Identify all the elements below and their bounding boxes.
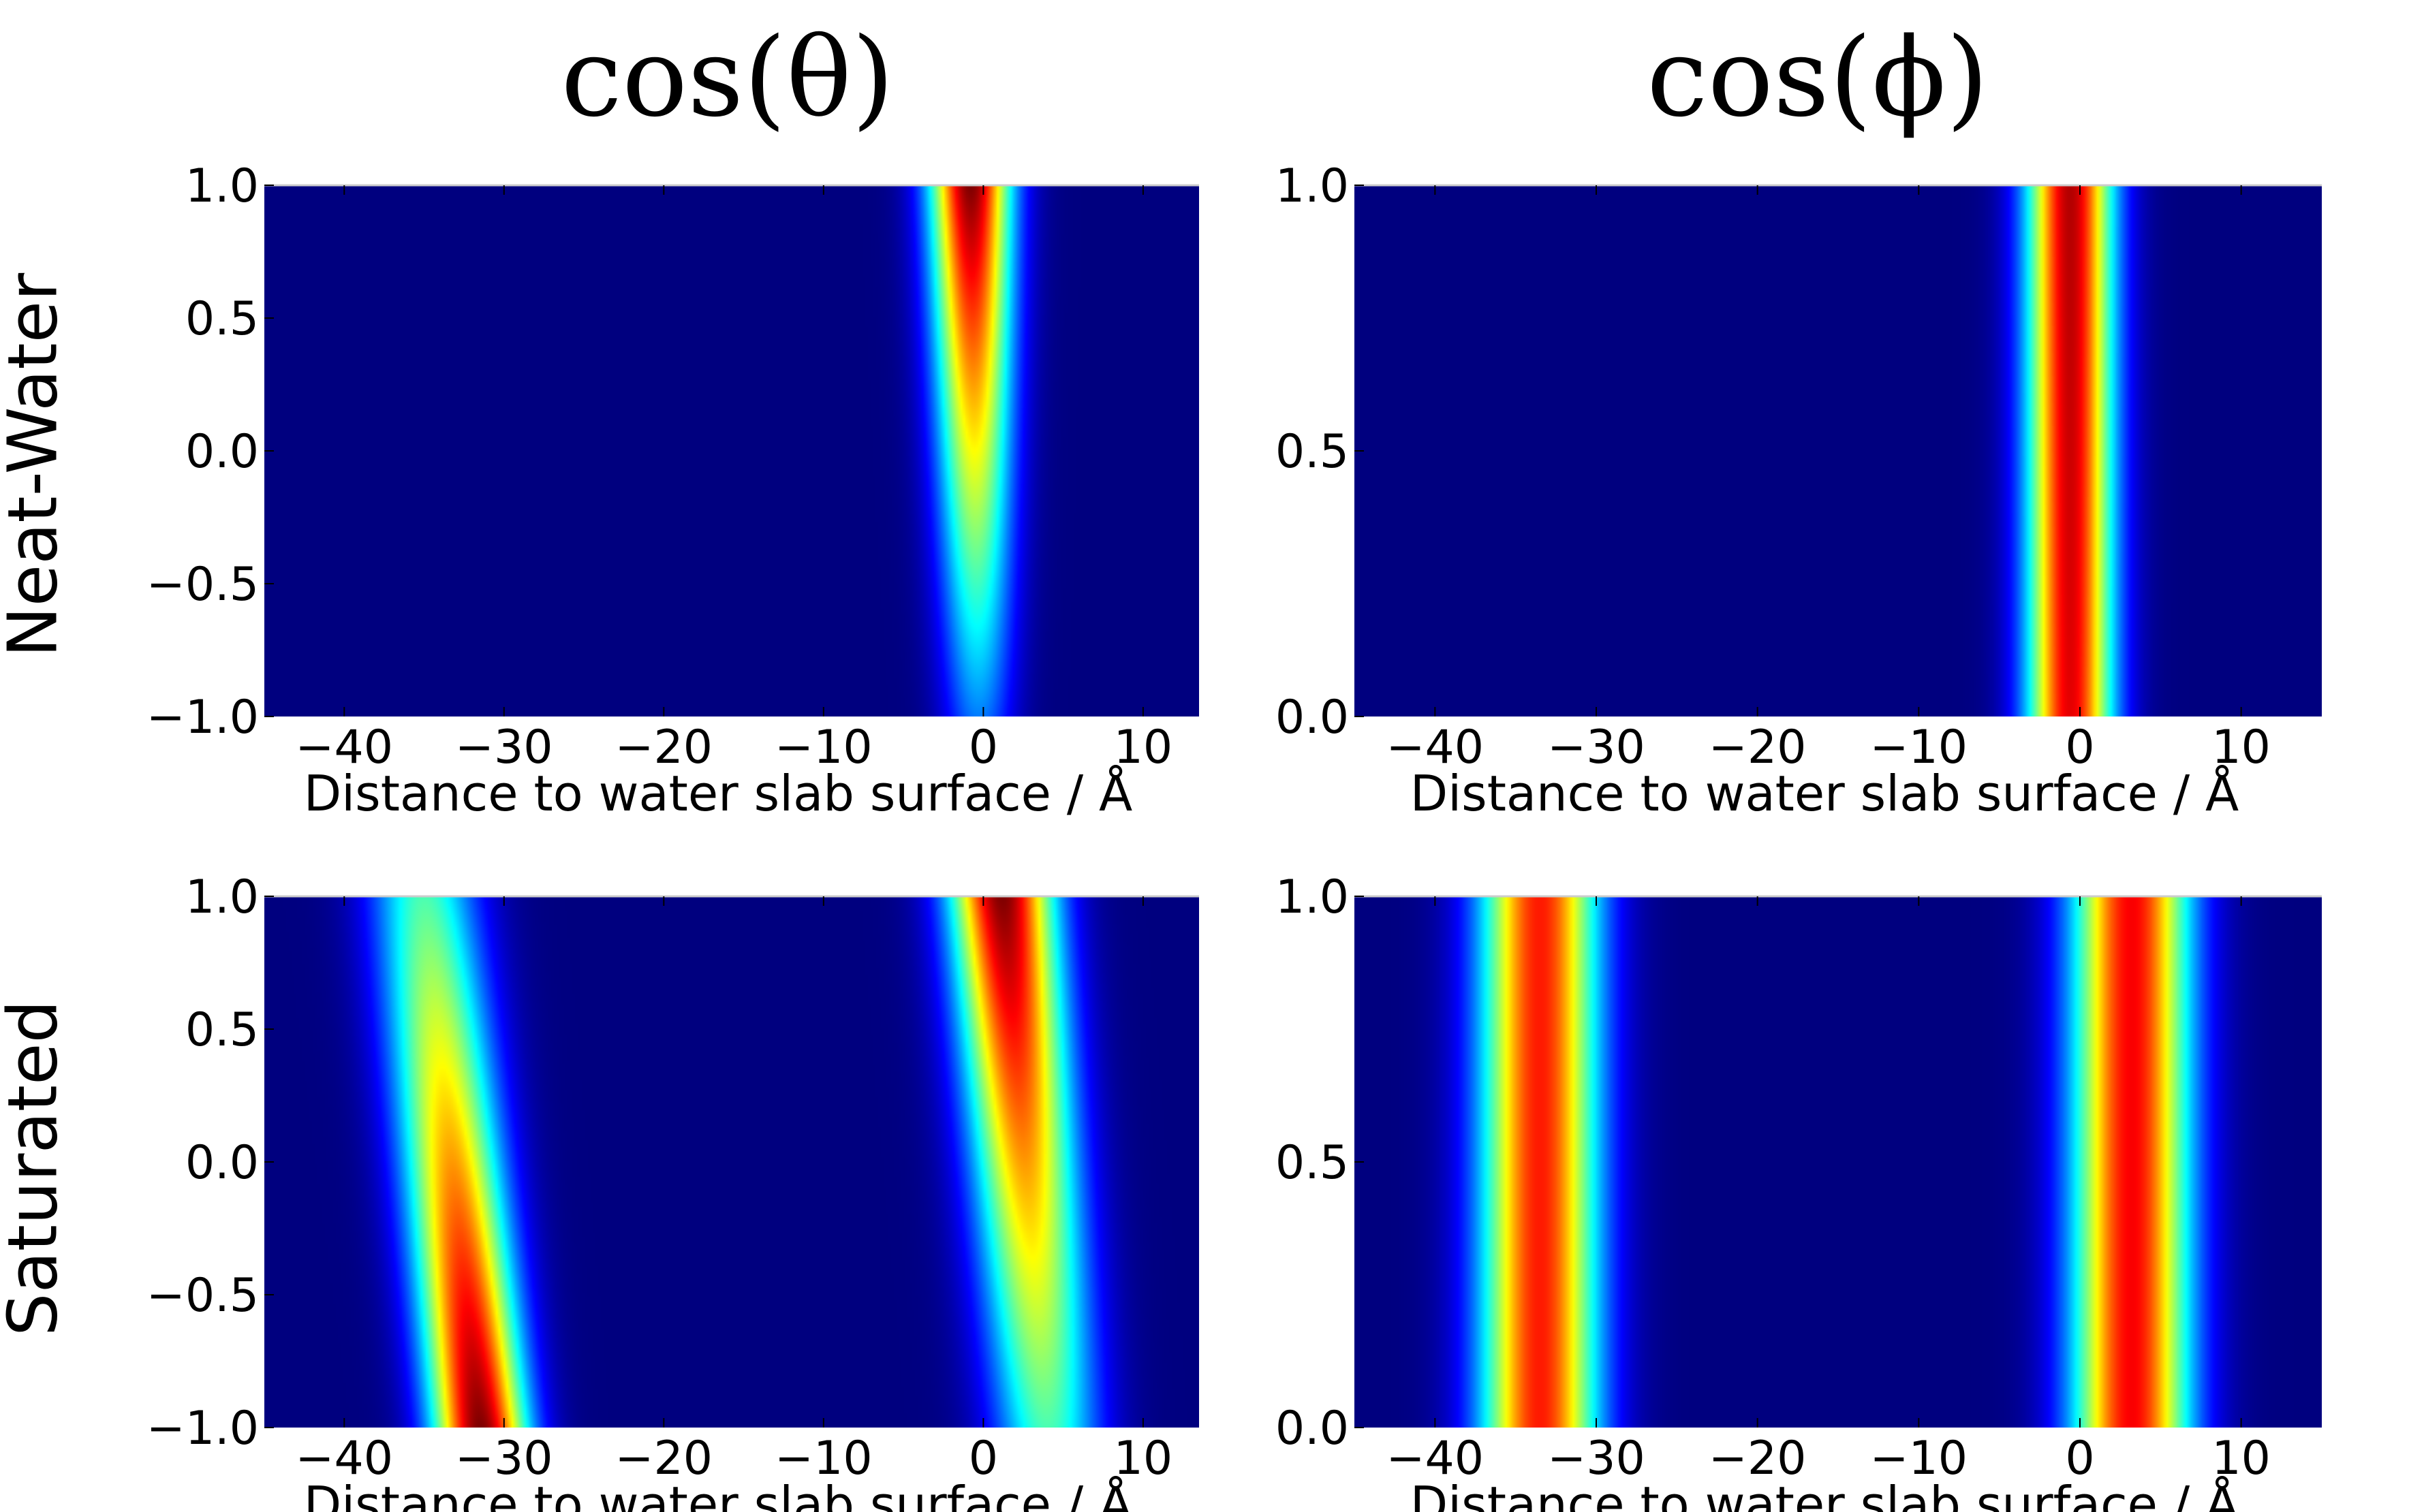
x-tick-label: 0: [2065, 721, 2094, 774]
panel-neat-water-cos-phi: −40 −30 −20 −10 0 10 0.0 0.5 1.0 Distance to wate…: [1275, 159, 2322, 822]
y-tick-label: 0.5: [185, 292, 259, 346]
x-tick-label: −20: [615, 721, 713, 774]
heatmap-image: [1354, 896, 2322, 1428]
y-tick-label: 0.5: [1275, 425, 1349, 479]
y-tick-label: 1.0: [1275, 159, 1349, 213]
y-tick-label: 0.0: [185, 425, 259, 479]
x-axis-label: Distance to water slab surface / Å: [304, 1476, 1133, 1512]
y-tick-label: 0.0: [185, 1136, 259, 1190]
panel-neat-water-cos-theta: −40 −30 −20 −10 0 10 −1.0 −0.5 0.0 0.5 1.0 Distance…: [146, 159, 1199, 822]
x-tick-label: −20: [1709, 721, 1807, 774]
x-tick-label: −40: [1386, 1432, 1485, 1485]
panel-saturated-cos-phi: −40 −30 −20 −10 0 10 0.0 0.5 1.0 Distance to wate…: [1275, 870, 2322, 1512]
y-tick-label: −0.5: [146, 558, 259, 612]
panel-saturated-cos-theta: −40 −30 −20 −10 0 10 −1.0 −0.5 0.0 0.5 1.0 Distance…: [146, 870, 1199, 1512]
y-tick-label: 1.0: [1275, 870, 1349, 924]
x-tick-label: −30: [455, 1432, 553, 1485]
heatmap-image: [1354, 185, 2322, 716]
y-tick-label: −0.5: [146, 1269, 259, 1323]
y-tick-label: 0.0: [1275, 1402, 1349, 1455]
x-tick-label: −20: [1709, 1432, 1807, 1485]
y-tick-label: 0.5: [1275, 1136, 1349, 1190]
x-axis-label: Distance to water slab surface / Å: [1410, 1476, 2239, 1512]
x-tick-label: −10: [775, 721, 873, 774]
x-tick-label: −30: [1547, 721, 1645, 774]
x-tick-label: 10: [2211, 1432, 2271, 1485]
x-tick-label: 10: [2211, 721, 2271, 774]
y-tick-label: 1.0: [185, 159, 259, 213]
x-axis-label: Distance to water slab surface / Å: [1410, 765, 2239, 822]
x-tick-label: −30: [1547, 1432, 1645, 1485]
x-tick-label: −10: [775, 1432, 873, 1485]
x-tick-label: −40: [296, 1432, 394, 1485]
x-tick-label: −40: [296, 721, 394, 774]
x-tick-label: −20: [615, 1432, 713, 1485]
x-tick-label: −10: [1870, 1432, 1968, 1485]
x-tick-label: 10: [1114, 721, 1173, 774]
y-tick-label: 0.5: [185, 1003, 259, 1057]
x-tick-label: 0: [2065, 1432, 2094, 1485]
x-tick-label: −40: [1386, 721, 1485, 774]
x-axis-label: Distance to water slab surface / Å: [304, 765, 1133, 822]
x-tick-label: 0: [969, 1432, 998, 1485]
heatmap-image: [264, 896, 1199, 1428]
heatmap-image: [264, 185, 1199, 716]
column-title-cos-phi: cos(ϕ): [1647, 14, 1989, 141]
x-tick-label: 10: [1114, 1432, 1173, 1485]
x-tick-label: 0: [969, 721, 998, 774]
y-tick-label: −1.0: [146, 1402, 259, 1455]
y-tick-label: 1.0: [185, 870, 259, 924]
y-tick-label: −1.0: [146, 691, 259, 744]
column-title-cos-theta: cos(θ): [561, 14, 895, 141]
y-tick-label: 0.0: [1275, 691, 1349, 744]
x-tick-label: −30: [455, 721, 553, 774]
x-tick-label: −10: [1870, 721, 1968, 774]
